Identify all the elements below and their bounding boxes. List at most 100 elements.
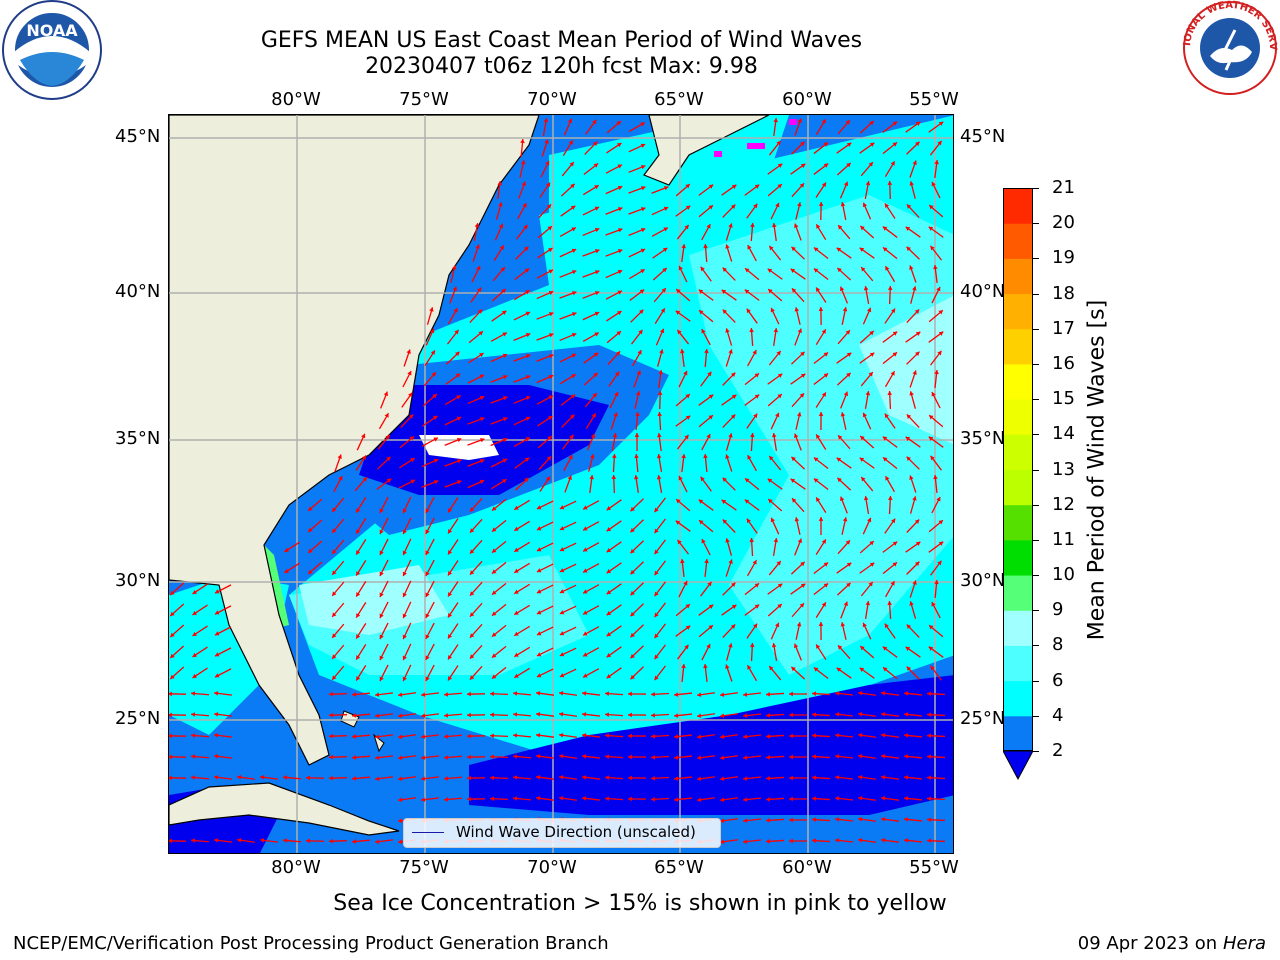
wave-direction-arrowhead xyxy=(681,664,686,669)
wave-direction-arrowhead xyxy=(720,755,725,760)
wave-direction-arrowhead xyxy=(640,269,645,274)
wave-direction-arrowhead xyxy=(915,561,920,567)
wave-direction-arrowhead xyxy=(356,592,361,597)
wave-direction-arrowhead xyxy=(332,633,337,638)
wave-direction-arrowhead xyxy=(678,475,683,481)
wave-direction-arrowhead xyxy=(882,457,888,462)
wave-direction-arrowhead xyxy=(421,692,426,697)
wave-direction-arrowhead xyxy=(728,643,733,648)
wave-direction-arrowhead xyxy=(425,634,430,639)
wave-direction-arrowhead xyxy=(402,529,407,535)
wave-direction-arrowhead xyxy=(448,570,453,576)
lat-label-right: 40°N xyxy=(960,281,1006,302)
wave-direction-arrowhead xyxy=(750,223,755,228)
wave-direction-arrowhead xyxy=(592,141,598,146)
wave-direction-arrowhead xyxy=(720,797,725,802)
wave-direction-arrowhead xyxy=(789,775,793,781)
wave-direction-arrowhead xyxy=(720,713,725,718)
wave-direction-arrowhead xyxy=(792,498,797,503)
wave-direction-arrowhead xyxy=(753,413,758,419)
wave-direction-arrowhead xyxy=(559,589,565,594)
wave-direction-arrowhead xyxy=(332,507,337,512)
wave-direction-arrowhead xyxy=(752,350,757,355)
wave-direction-arrowhead xyxy=(777,394,782,399)
wave-direction-arrowhead xyxy=(570,394,576,399)
wave-direction-arrowhead xyxy=(352,776,357,781)
wave-direction-arrowhead xyxy=(797,538,803,544)
wave-direction-arrowhead xyxy=(605,712,610,717)
wave-direction-arrowhead xyxy=(661,288,666,293)
wave-direction-arrowhead xyxy=(754,394,760,399)
wave-direction-arrowhead xyxy=(909,601,914,606)
wave-direction-arrowhead xyxy=(641,186,646,191)
wave-direction-arrowhead xyxy=(743,734,748,739)
wave-direction-arrowhead xyxy=(767,478,773,483)
wave-direction-arrowhead xyxy=(444,755,449,760)
lat-label-left: 45°N xyxy=(115,126,161,147)
bahamas-island xyxy=(373,733,385,753)
wave-direction-arrowhead xyxy=(775,202,780,208)
wave-direction-arrowhead xyxy=(869,331,874,336)
wave-direction-arrowhead xyxy=(657,412,662,417)
wave-direction-arrowhead xyxy=(905,226,911,231)
wave-direction-arrowhead xyxy=(799,183,805,188)
wave-direction-arrowhead xyxy=(583,589,588,594)
wave-direction-arrowhead xyxy=(628,691,632,697)
wave-direction-arrowhead xyxy=(659,349,664,354)
wave-direction-arrowhead xyxy=(514,568,519,573)
wave-direction-arrowhead xyxy=(843,391,849,397)
wave-direction-arrowhead xyxy=(928,436,934,441)
wave-direction-arrowhead xyxy=(429,328,435,334)
wave-direction-arrowhead xyxy=(421,734,426,739)
wave-direction-arrowhead xyxy=(611,475,617,479)
wave-direction-arrowhead xyxy=(845,120,850,125)
wave-direction-arrowhead xyxy=(490,691,494,697)
wave-direction-arrowhead xyxy=(191,733,196,738)
wave-direction-arrowhead xyxy=(634,454,639,459)
wave-direction-arrowhead xyxy=(708,604,714,609)
wave-direction-arrowhead xyxy=(708,184,714,189)
wave-direction-arrowhead xyxy=(744,499,750,504)
wave-direction-arrowhead xyxy=(408,392,413,398)
wave-direction-arrowhead xyxy=(491,632,497,637)
wave-direction-arrowhead xyxy=(927,733,931,739)
wave-direction-arrowhead xyxy=(237,774,242,780)
wave-direction-arrowhead xyxy=(684,434,689,440)
wave-direction-arrowhead xyxy=(837,477,842,483)
wave-direction-arrowhead xyxy=(839,496,845,502)
wave-direction-arrowhead xyxy=(821,182,826,187)
wave-direction-arrowhead xyxy=(398,839,403,845)
wave-direction-arrowhead xyxy=(699,310,704,315)
wave-direction-arrowhead xyxy=(547,436,552,441)
wave-direction-arrowhead xyxy=(613,412,618,417)
wave-direction-arrowhead xyxy=(398,776,403,782)
legend-label: Wind Wave Direction (unscaled) xyxy=(456,823,696,841)
colorbar-segment xyxy=(1003,504,1033,541)
wave-direction-arrowhead xyxy=(630,506,635,512)
wave-direction-arrowhead xyxy=(306,775,310,781)
wave-direction-arrowhead xyxy=(749,328,754,333)
wave-direction-arrowhead xyxy=(356,550,361,555)
colorbar-tick-mark xyxy=(1033,715,1039,717)
colorbar-tick-mark xyxy=(1033,680,1039,682)
wave-direction-arrowhead xyxy=(467,691,471,697)
wave-direction-arrowhead xyxy=(789,691,793,697)
wave-direction-arrowhead xyxy=(701,539,706,544)
wave-direction-arrowhead xyxy=(790,478,796,483)
wave-direction-arrowhead xyxy=(700,476,705,482)
wave-direction-arrowhead xyxy=(570,183,575,189)
wave-direction-arrowhead xyxy=(636,370,641,376)
wave-direction-arrowhead xyxy=(498,223,504,229)
wave-direction-arrowhead xyxy=(843,601,849,607)
wave-direction-arrowhead xyxy=(743,713,748,718)
wave-direction-arrowhead xyxy=(630,632,635,638)
wave-direction-arrowhead xyxy=(606,527,612,532)
wave-direction-arrowhead xyxy=(771,433,777,438)
wave-direction-arrowhead xyxy=(513,733,518,738)
wave-direction-arrowhead xyxy=(725,538,730,543)
wave-direction-arrowhead xyxy=(425,529,430,534)
wave-direction-arrowhead xyxy=(559,732,564,738)
wave-direction-arrowhead xyxy=(191,838,196,843)
wave-direction-arrowhead xyxy=(912,580,917,585)
wave-direction-arrowhead xyxy=(927,817,931,823)
